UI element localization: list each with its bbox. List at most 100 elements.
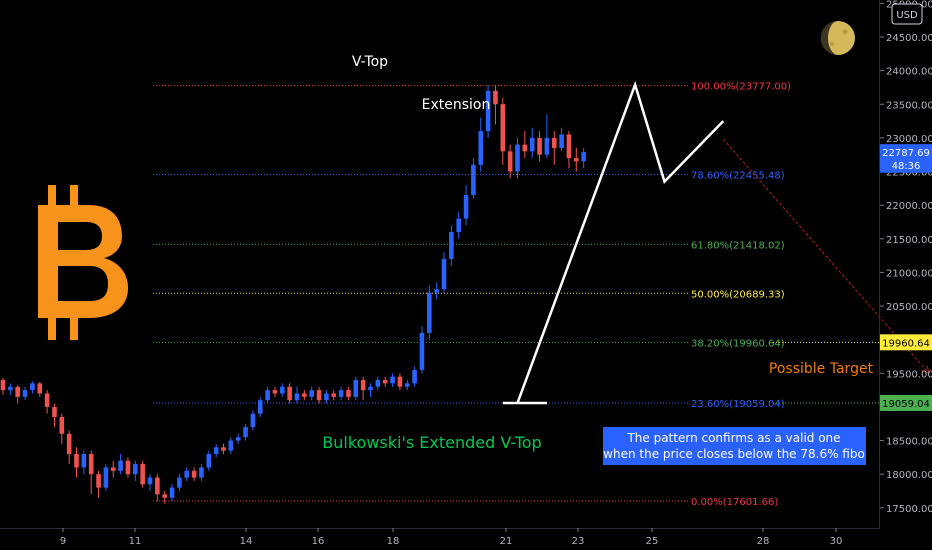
candle-body: [522, 144, 528, 152]
candle-body: [162, 494, 167, 498]
x-tick-label: 11: [129, 536, 142, 547]
candle-body: [353, 380, 359, 397]
y-tick-label: 18000.00: [886, 470, 932, 481]
candle-body: [551, 137, 557, 148]
fib-level-label: 50.00%(20689.33): [691, 289, 785, 300]
currency-label: USD: [896, 10, 918, 21]
y-tick-label: 24000.00: [886, 67, 932, 78]
candle-body: [331, 393, 337, 397]
price-axis[interactable]: 17500.0018000.0018500.0019000.0019500.00…: [879, 0, 932, 528]
candle-body: [155, 477, 160, 495]
candle-body: [177, 477, 182, 488]
x-tick-label: 9: [60, 536, 66, 547]
y-tick-label: 22500.00: [886, 168, 932, 179]
candle-body: [221, 447, 226, 451]
candle-body: [449, 232, 454, 259]
candle-body: [52, 406, 57, 418]
bitcoin-logo: [38, 185, 128, 340]
price-axis-tags: 22787.69 48:36 19960.64 19059.04: [773, 144, 932, 411]
y-tick-label: 24500.00: [886, 33, 932, 44]
candle-body: [390, 376, 395, 384]
y-tick-label: 19500.00: [886, 369, 932, 380]
candle-body: [397, 376, 403, 387]
x-tick-label: 30: [830, 536, 843, 547]
candle-body: [96, 474, 101, 488]
target-arrow[interactable]: [722, 138, 930, 375]
note-line-2: when the price closes below the 78.6% fi…: [603, 447, 865, 461]
candle-body: [184, 470, 190, 478]
candle-body: [8, 386, 13, 391]
candle-body: [235, 437, 241, 441]
candle-body: [309, 390, 314, 397]
candle-body: [302, 393, 307, 397]
candle-body: [316, 390, 322, 401]
candle-body: [272, 390, 278, 394]
y-tick-label: 20500.00: [886, 302, 932, 313]
currency-button[interactable]: USD: [891, 3, 923, 25]
target-arrow-head[interactable]: [921, 365, 930, 375]
x-tick-label: 14: [240, 536, 253, 547]
extension-label: Extension: [422, 97, 491, 113]
candle-body: [360, 380, 366, 391]
fib-level-label: 23.60%(19059.04): [691, 399, 785, 410]
candle-body: [169, 487, 175, 498]
candle-body: [147, 477, 153, 485]
note-line-1: The pattern confirms as a valid one: [626, 431, 840, 445]
x-tick-label: 25: [646, 536, 659, 547]
x-tick-label: 21: [500, 536, 513, 547]
v-top-pattern-drawing[interactable]: [502, 80, 725, 405]
candle-body: [0, 380, 6, 391]
time-axis[interactable]: 9 11 14 16 18 21 23 25 28 30: [0, 528, 880, 547]
candle-body: [74, 454, 79, 468]
candle-body: [529, 137, 535, 152]
candle-body: [66, 433, 72, 455]
candle-body: [368, 386, 373, 391]
candle-body: [471, 164, 476, 196]
candle-body: [125, 460, 131, 475]
y-tick-label: 23500.00: [886, 100, 932, 111]
candle-body: [30, 383, 35, 391]
x-tick-label: 23: [572, 536, 585, 547]
possible-target-label: Possible Target: [769, 361, 874, 377]
target-arrow-line[interactable]: [722, 138, 930, 374]
candlestick-series: [0, 85, 586, 504]
candle-body: [118, 460, 123, 471]
fib-level-label: 0.00%(17601.66): [691, 497, 778, 508]
candle-body: [110, 467, 116, 471]
y-tick-label: 23000.00: [886, 134, 932, 145]
candle-body: [280, 386, 285, 394]
candle-body: [493, 90, 498, 105]
candle-body: [537, 137, 542, 155]
candle-body: [294, 393, 300, 401]
candle-body: [206, 454, 212, 468]
candle-body: [559, 134, 564, 148]
y-tick-label: 22000.00: [886, 201, 932, 212]
price-tag-box: [880, 394, 932, 411]
candle-body: [419, 332, 425, 370]
y-tick-label: 21500.00: [886, 235, 932, 246]
candle-body: [88, 454, 94, 475]
candle-body: [59, 417, 65, 434]
v-top-pattern-line[interactable]: [516, 80, 725, 404]
candle-body: [346, 390, 351, 397]
candle-body: [412, 369, 417, 384]
y-tick-label: 21000.00: [886, 268, 932, 279]
candle-body: [566, 134, 572, 159]
price-tag-label: 19960.64: [882, 338, 930, 349]
candle-body: [375, 380, 381, 387]
candle-body: [382, 380, 388, 384]
y-tick-label: 18500.00: [886, 437, 932, 448]
candle-body: [581, 152, 586, 162]
y-tick-label: 17500.00: [886, 504, 932, 515]
candle-body: [213, 447, 219, 455]
candle-body: [338, 390, 344, 397]
price-tag-box: [880, 156, 932, 173]
price-tag-label: 48:36: [892, 161, 921, 172]
x-tick-label: 16: [312, 536, 325, 547]
v-top-label: V-Top: [352, 54, 388, 70]
candle-body: [507, 151, 513, 172]
candle-body: [463, 195, 469, 219]
candle-body: [44, 393, 50, 407]
